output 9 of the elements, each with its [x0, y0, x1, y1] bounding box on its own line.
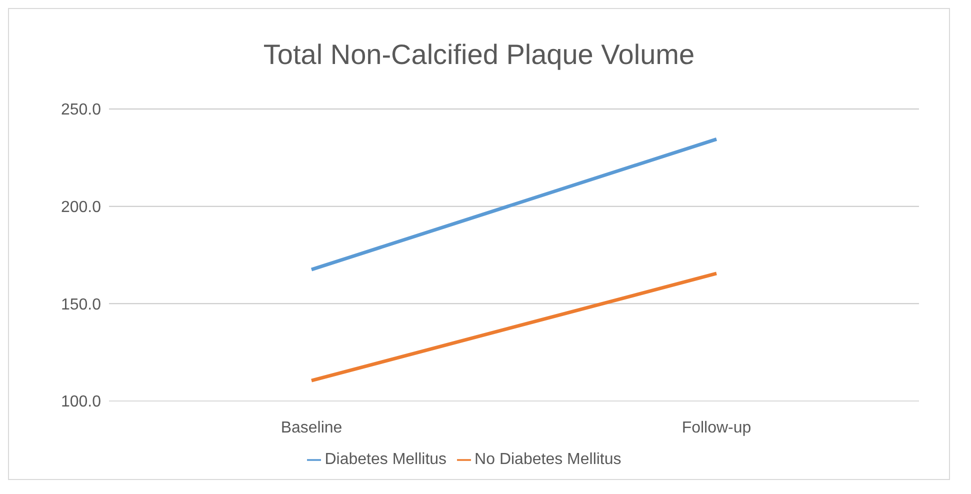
x-tick-label: Follow-up — [682, 419, 752, 436]
y-tick-label: 100.0 — [60, 394, 102, 411]
y-tick-label: 150.0 — [60, 296, 102, 314]
chart-title: Total Non-Calcified Plaque Volume — [262, 38, 696, 72]
y-tick-label: 250.0 — [60, 102, 102, 119]
legend-label: No Diabetes Mellitus — [474, 451, 622, 468]
legend-label: Diabetes Mellitus — [324, 451, 447, 468]
y-tick-label: 200.0 — [60, 199, 102, 216]
x-tick-label: Baseline — [280, 419, 342, 436]
